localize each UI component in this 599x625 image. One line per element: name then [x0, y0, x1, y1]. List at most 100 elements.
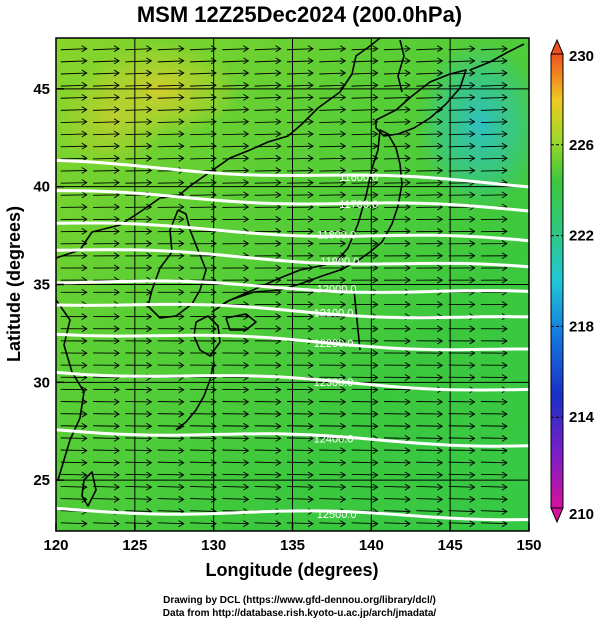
- wind-arrow-head: [81, 130, 88, 138]
- wind-arrow-head: [501, 69, 508, 77]
- x-tick-label: 120: [43, 537, 68, 554]
- wind-arrow: [222, 133, 249, 136]
- wind-arrow: [60, 437, 87, 439]
- wind-arrow-head: [307, 422, 314, 430]
- wind-arrow-head: [113, 118, 120, 126]
- wind-arrow-head: [340, 276, 347, 284]
- wind-arrow-head: [275, 57, 282, 65]
- wind-arrow-head: [113, 337, 120, 345]
- wind-arrow-head: [372, 240, 379, 247]
- wind-arrow: [157, 48, 184, 51]
- wind-arrow-head: [307, 191, 314, 199]
- contour-11600: [56, 158, 529, 189]
- wind-arrow: [351, 522, 378, 525]
- wind-arrow: [60, 170, 87, 172]
- wind-arrow-head: [275, 435, 282, 442]
- wind-arrow-head: [340, 422, 347, 430]
- wind-arrow: [351, 96, 378, 99]
- wind-arrow-head: [307, 325, 314, 333]
- wind-arrow: [319, 485, 346, 488]
- wind-arrow: [480, 449, 507, 452]
- wind-arrow-head: [178, 203, 185, 211]
- wind-arrow: [351, 157, 378, 160]
- wind-arrow: [157, 121, 184, 123]
- contour-label-11900: 11900.0: [320, 256, 359, 268]
- wind-arrow-head: [372, 106, 379, 113]
- wind-arrow-head: [469, 410, 476, 418]
- wind-arrow-head: [307, 483, 314, 491]
- wind-arrow-head: [146, 422, 153, 430]
- wind-arrow-head: [404, 301, 411, 308]
- wind-arrow-head: [372, 459, 379, 467]
- wind-arrow: [93, 145, 120, 148]
- wind-arrow-head: [210, 386, 217, 394]
- wind-arrow: [448, 522, 475, 525]
- wind-arrow-head: [275, 130, 282, 138]
- wind-arrow: [286, 170, 314, 172]
- contour-11800: [56, 221, 529, 243]
- wind-arrow: [157, 522, 184, 525]
- wind-arrow: [157, 96, 184, 99]
- wind-arrow-head: [113, 398, 120, 406]
- contour-12200: [56, 332, 529, 352]
- wind-arrow-head: [146, 264, 153, 272]
- wind-arrow: [416, 485, 443, 488]
- wind-arrow: [222, 485, 249, 488]
- wind-arrow-head: [81, 313, 88, 321]
- wind-arrow-head: [81, 142, 88, 150]
- contour-12400: [56, 428, 529, 448]
- wind-arrow-head: [178, 349, 185, 357]
- wind-arrow: [319, 145, 346, 148]
- wind-arrow: [254, 473, 281, 476]
- wind-arrow: [319, 109, 346, 111]
- wind-arrow-head: [404, 276, 411, 284]
- wind-arrow-head: [340, 520, 347, 528]
- wind-arrow-head: [501, 398, 508, 406]
- wind-arrow-head: [113, 252, 120, 260]
- wind-arrow-head: [404, 203, 411, 211]
- wind-arrow: [93, 473, 120, 476]
- wind-arrow: [125, 485, 152, 488]
- wind-arrow: [190, 72, 217, 75]
- wind-arrow: [222, 60, 249, 63]
- wind-arrow-head: [340, 130, 347, 138]
- wind-arrow-head: [113, 203, 120, 211]
- wind-arrow-head: [404, 142, 411, 150]
- wind-arrow-head: [437, 69, 444, 77]
- wind-arrow-head: [404, 252, 411, 260]
- wind-arrow-head: [178, 154, 185, 162]
- wind-arrow-head: [210, 410, 217, 418]
- wind-arrow: [60, 60, 87, 63]
- wind-arrow-head: [501, 142, 508, 150]
- wind-arrow-head: [372, 398, 379, 406]
- wind-arrow-head: [275, 252, 282, 260]
- wind-arrow: [383, 121, 410, 123]
- wind-arrow-head: [372, 422, 379, 430]
- wind-arrow: [286, 498, 314, 500]
- wind-arrow-head: [210, 361, 217, 369]
- wind-arrow-head: [113, 240, 120, 247]
- wind-arrow: [254, 449, 281, 452]
- wind-arrow-head: [243, 81, 250, 89]
- wind-arrow: [93, 109, 120, 111]
- wind-arrow-head: [501, 240, 508, 247]
- coastline-kurils: [469, 43, 525, 71]
- wind-arrow: [254, 522, 281, 525]
- wind-arrow: [254, 133, 281, 136]
- wind-arrow-head: [404, 361, 411, 369]
- wind-arrow-head: [437, 325, 444, 333]
- wind-arrow-head: [404, 167, 411, 174]
- wind-arrow: [286, 157, 314, 160]
- wind-arrow-head: [178, 264, 185, 272]
- wind-arrow: [351, 461, 378, 464]
- wind-arrow: [254, 170, 281, 172]
- wind-arrow: [351, 133, 378, 136]
- wind-arrow-head: [178, 240, 185, 247]
- colorbar-bottom-arrow: [550, 507, 564, 524]
- wind-arrow-head: [113, 264, 120, 272]
- wind-arrow-head: [437, 57, 444, 65]
- wind-arrow-head: [210, 520, 217, 528]
- wind-arrow-head: [437, 240, 444, 247]
- wind-arrow: [222, 437, 249, 439]
- wind-arrow-head: [307, 81, 314, 89]
